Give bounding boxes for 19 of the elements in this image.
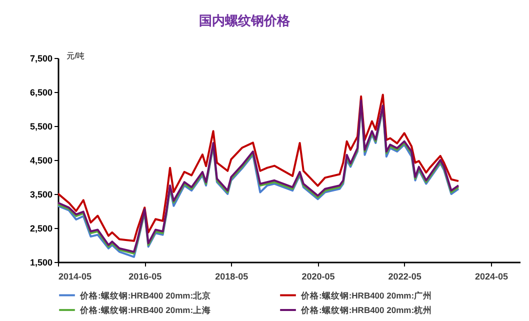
y-tick-label: 6,500 <box>30 88 52 98</box>
x-tick-label: 2014-05 <box>58 272 92 282</box>
y-tick-label: 4,500 <box>30 156 52 166</box>
y-tick-label: 7,500 <box>30 54 52 64</box>
legend-label: 价格:螺纹钢:HRB400 20mm:上海 <box>79 305 212 315</box>
y-tick-label: 3,500 <box>30 190 52 200</box>
x-tick-label: 2022-05 <box>388 272 422 282</box>
legend-label: 价格:螺纹钢:HRB400 20mm:北京 <box>79 290 212 300</box>
y-tick-label: 1,500 <box>30 258 52 268</box>
y-tick-label: 5,500 <box>30 122 52 132</box>
x-tick-label: 2018-05 <box>215 272 248 282</box>
chart-title: 国内螺纹钢价格 <box>199 13 292 28</box>
legend-label: 价格:螺纹钢:HRB400 20mm:杭州 <box>300 305 432 315</box>
x-tick-label: 2024-05 <box>474 272 508 282</box>
x-tick-label: 2020-05 <box>302 272 335 282</box>
y-axis-title: 元/吨 <box>66 52 85 60</box>
legend-label: 价格:螺纹钢:HRB400 20mm:广州 <box>300 290 432 300</box>
x-tick-label: 2016-05 <box>128 272 162 282</box>
y-tick-label: 2,500 <box>30 224 52 234</box>
